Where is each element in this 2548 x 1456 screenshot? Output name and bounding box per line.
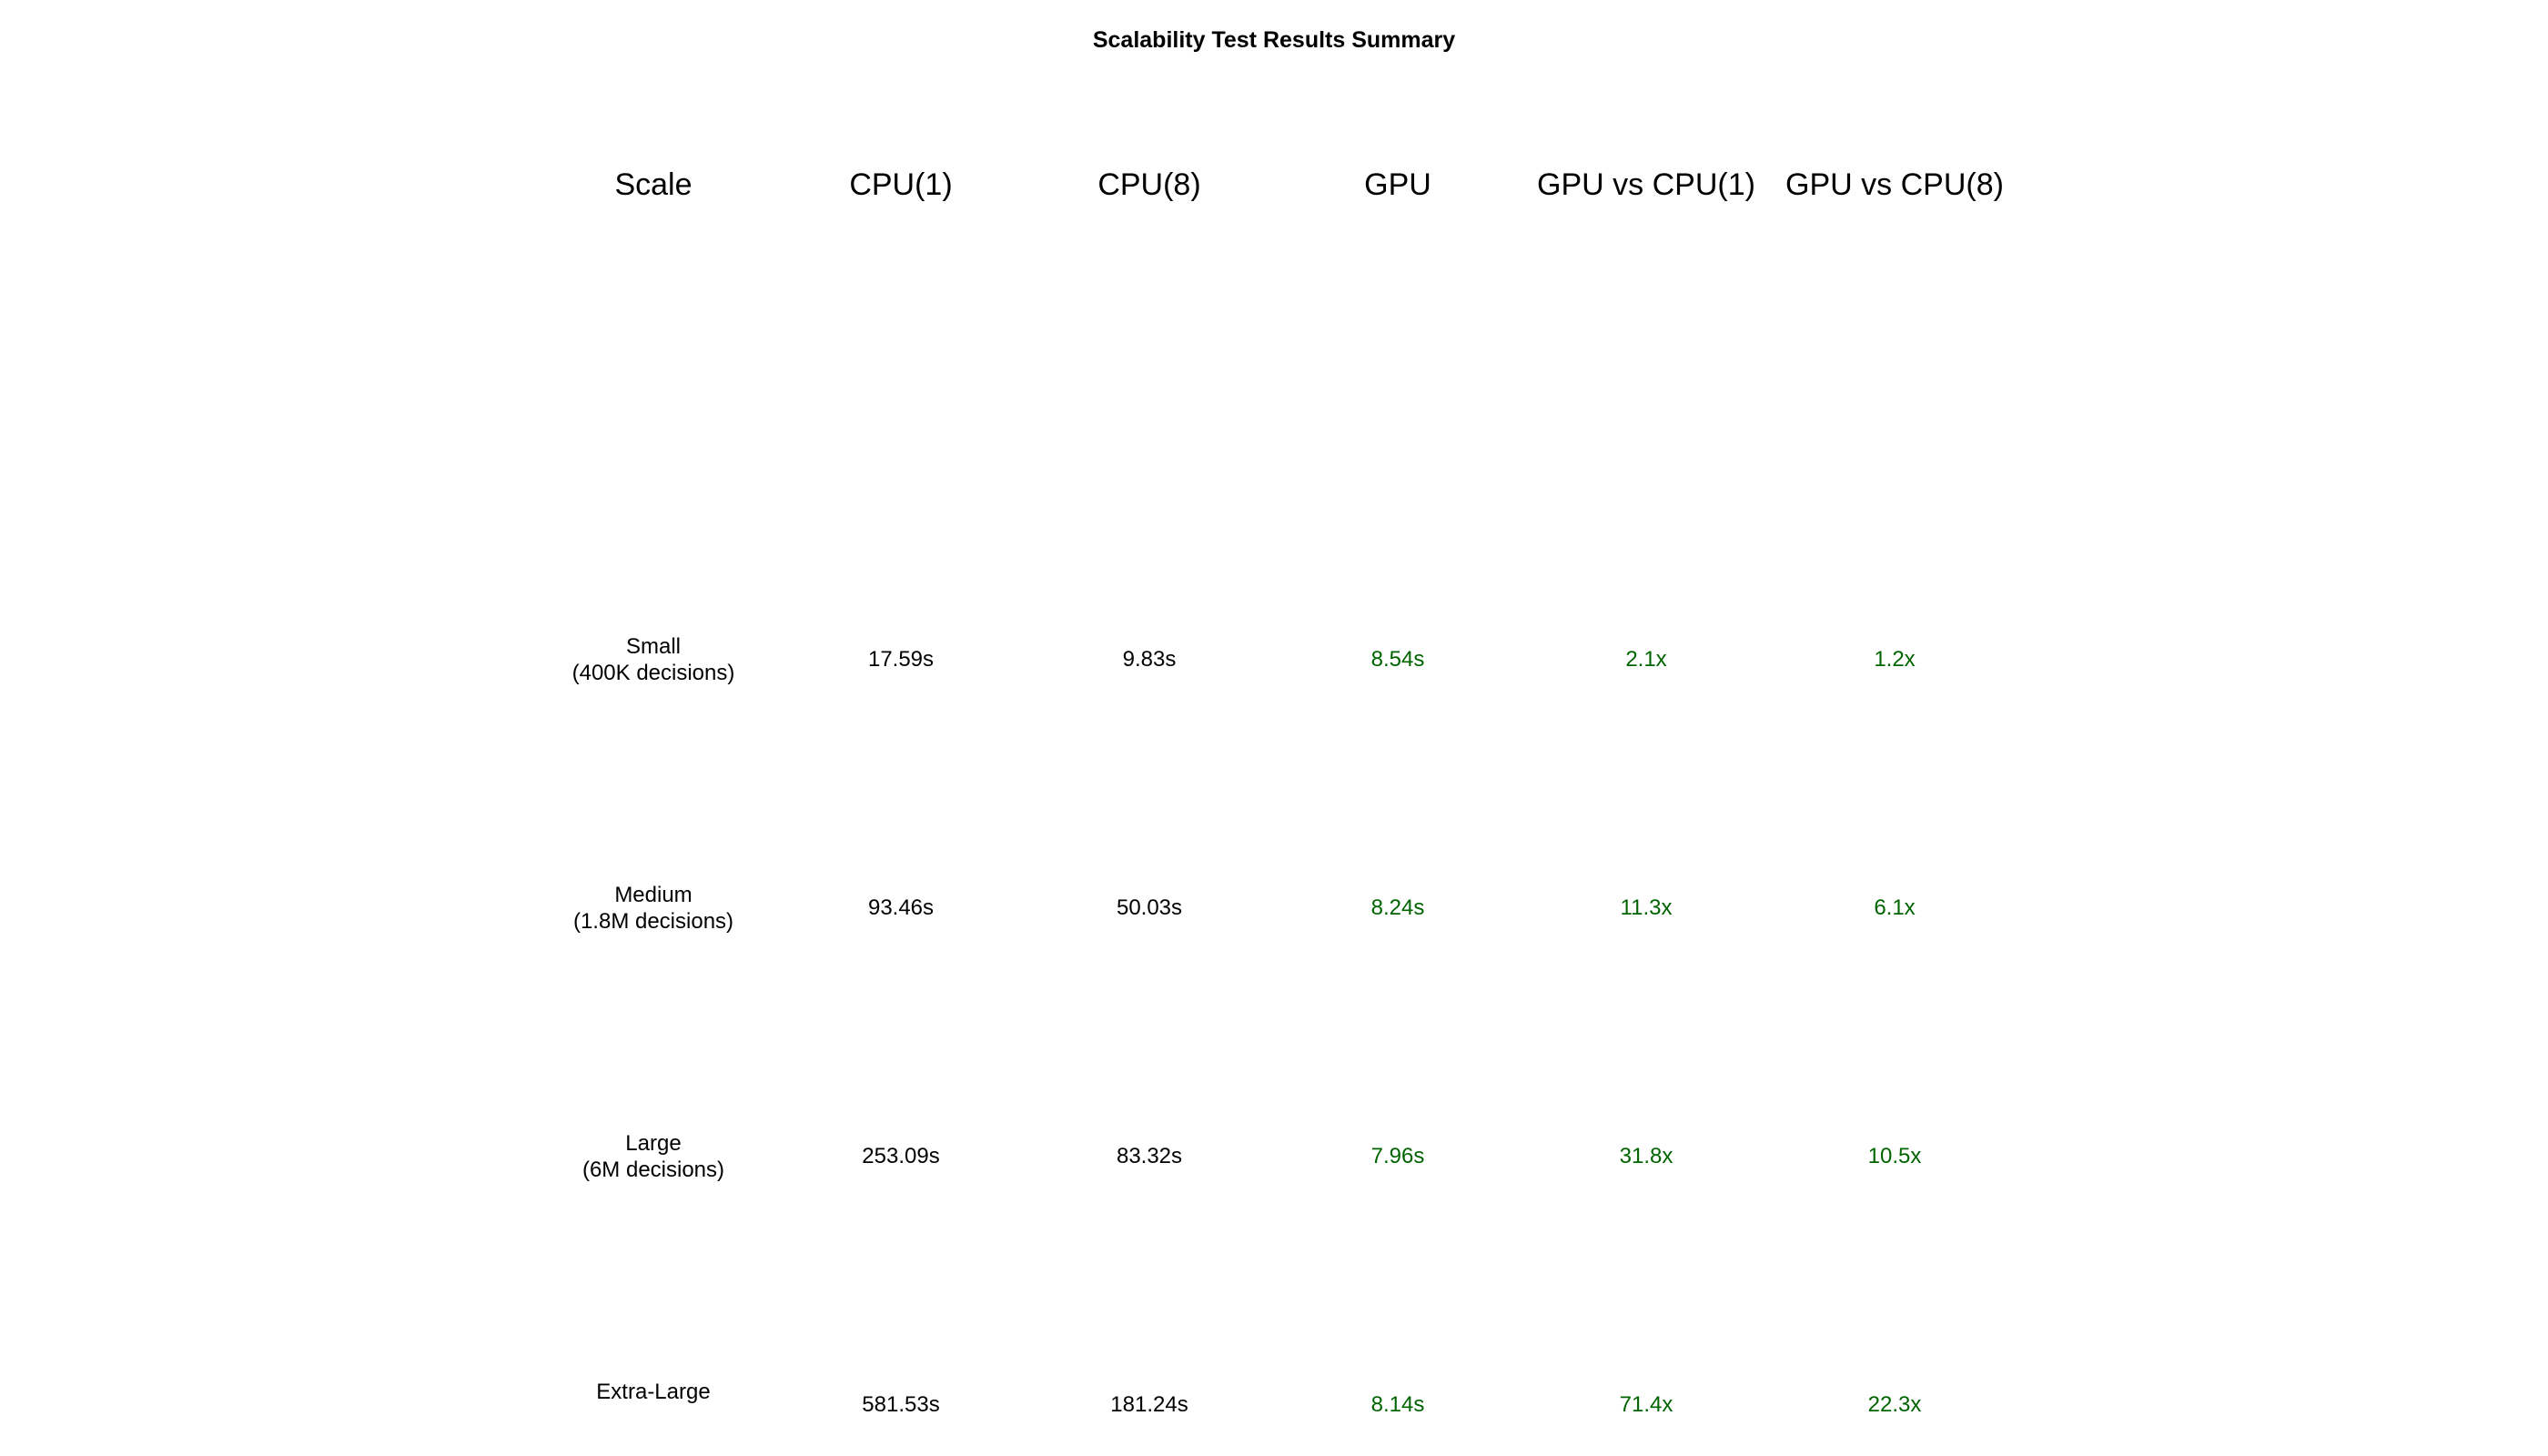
cell-gpu-vs-cpu1: 71.4x [1619, 1392, 1673, 1417]
row-scale-label: Medium (1.8M decisions) [526, 882, 781, 935]
cell-cpu1: 93.46s [867, 895, 935, 920]
cell-gpu-vs-cpu1: 11.3x [1620, 895, 1673, 920]
column-header-scale: Scale [614, 167, 693, 202]
scale-name: Small [625, 634, 681, 659]
cell-gpu-vs-cpu8: 10.5x [1867, 1144, 1922, 1168]
scale-detail: (400K decisions) [571, 661, 735, 685]
cell-gpu-vs-cpu1: 31.8x [1619, 1144, 1673, 1168]
cell-cpu8: 83.32s [1116, 1144, 1183, 1168]
row-scale-label: Small (400K decisions) [526, 633, 781, 686]
scale-name: Large [625, 1131, 682, 1156]
column-header-gpu: GPU [1364, 167, 1431, 202]
column-header-cpu1: CPU(1) [849, 167, 953, 202]
scale-name: Medium [614, 883, 693, 907]
cell-gpu-vs-cpu8: 1.2x [1874, 647, 1916, 672]
scale-name: Extra-Large [596, 1380, 711, 1404]
row-scale-label: Large (6M decisions) [526, 1130, 781, 1183]
cell-gpu: 7.96s [1370, 1144, 1425, 1168]
scale-detail: (1.8M decisions) [572, 909, 734, 934]
chart-title: Scalability Test Results Summary [1092, 27, 1456, 53]
cell-gpu: 8.54s [1370, 647, 1425, 672]
cell-cpu8: 9.83s [1122, 647, 1177, 672]
cell-cpu1: 253.09s [862, 1144, 940, 1168]
cell-cpu1: 581.53s [862, 1392, 940, 1417]
column-header-gpu-vs-cpu8: GPU vs CPU(8) [1785, 167, 2004, 202]
cell-gpu: 8.24s [1370, 895, 1425, 920]
column-header-cpu8: CPU(8) [1097, 167, 1201, 202]
cell-gpu-vs-cpu1: 2.1x [1625, 647, 1667, 672]
cell-cpu8: 181.24s [1110, 1392, 1188, 1417]
cell-cpu8: 50.03s [1116, 895, 1183, 920]
cell-gpu-vs-cpu8: 22.3x [1867, 1392, 1922, 1417]
cell-gpu: 8.14s [1370, 1392, 1425, 1417]
cell-gpu-vs-cpu8: 6.1x [1874, 895, 1916, 920]
row-scale-label: Extra-Large [526, 1379, 781, 1405]
column-header-gpu-vs-cpu1: GPU vs CPU(1) [1537, 167, 1755, 202]
scale-detail: (6M decisions) [581, 1158, 725, 1182]
cell-cpu1: 17.59s [867, 647, 935, 672]
